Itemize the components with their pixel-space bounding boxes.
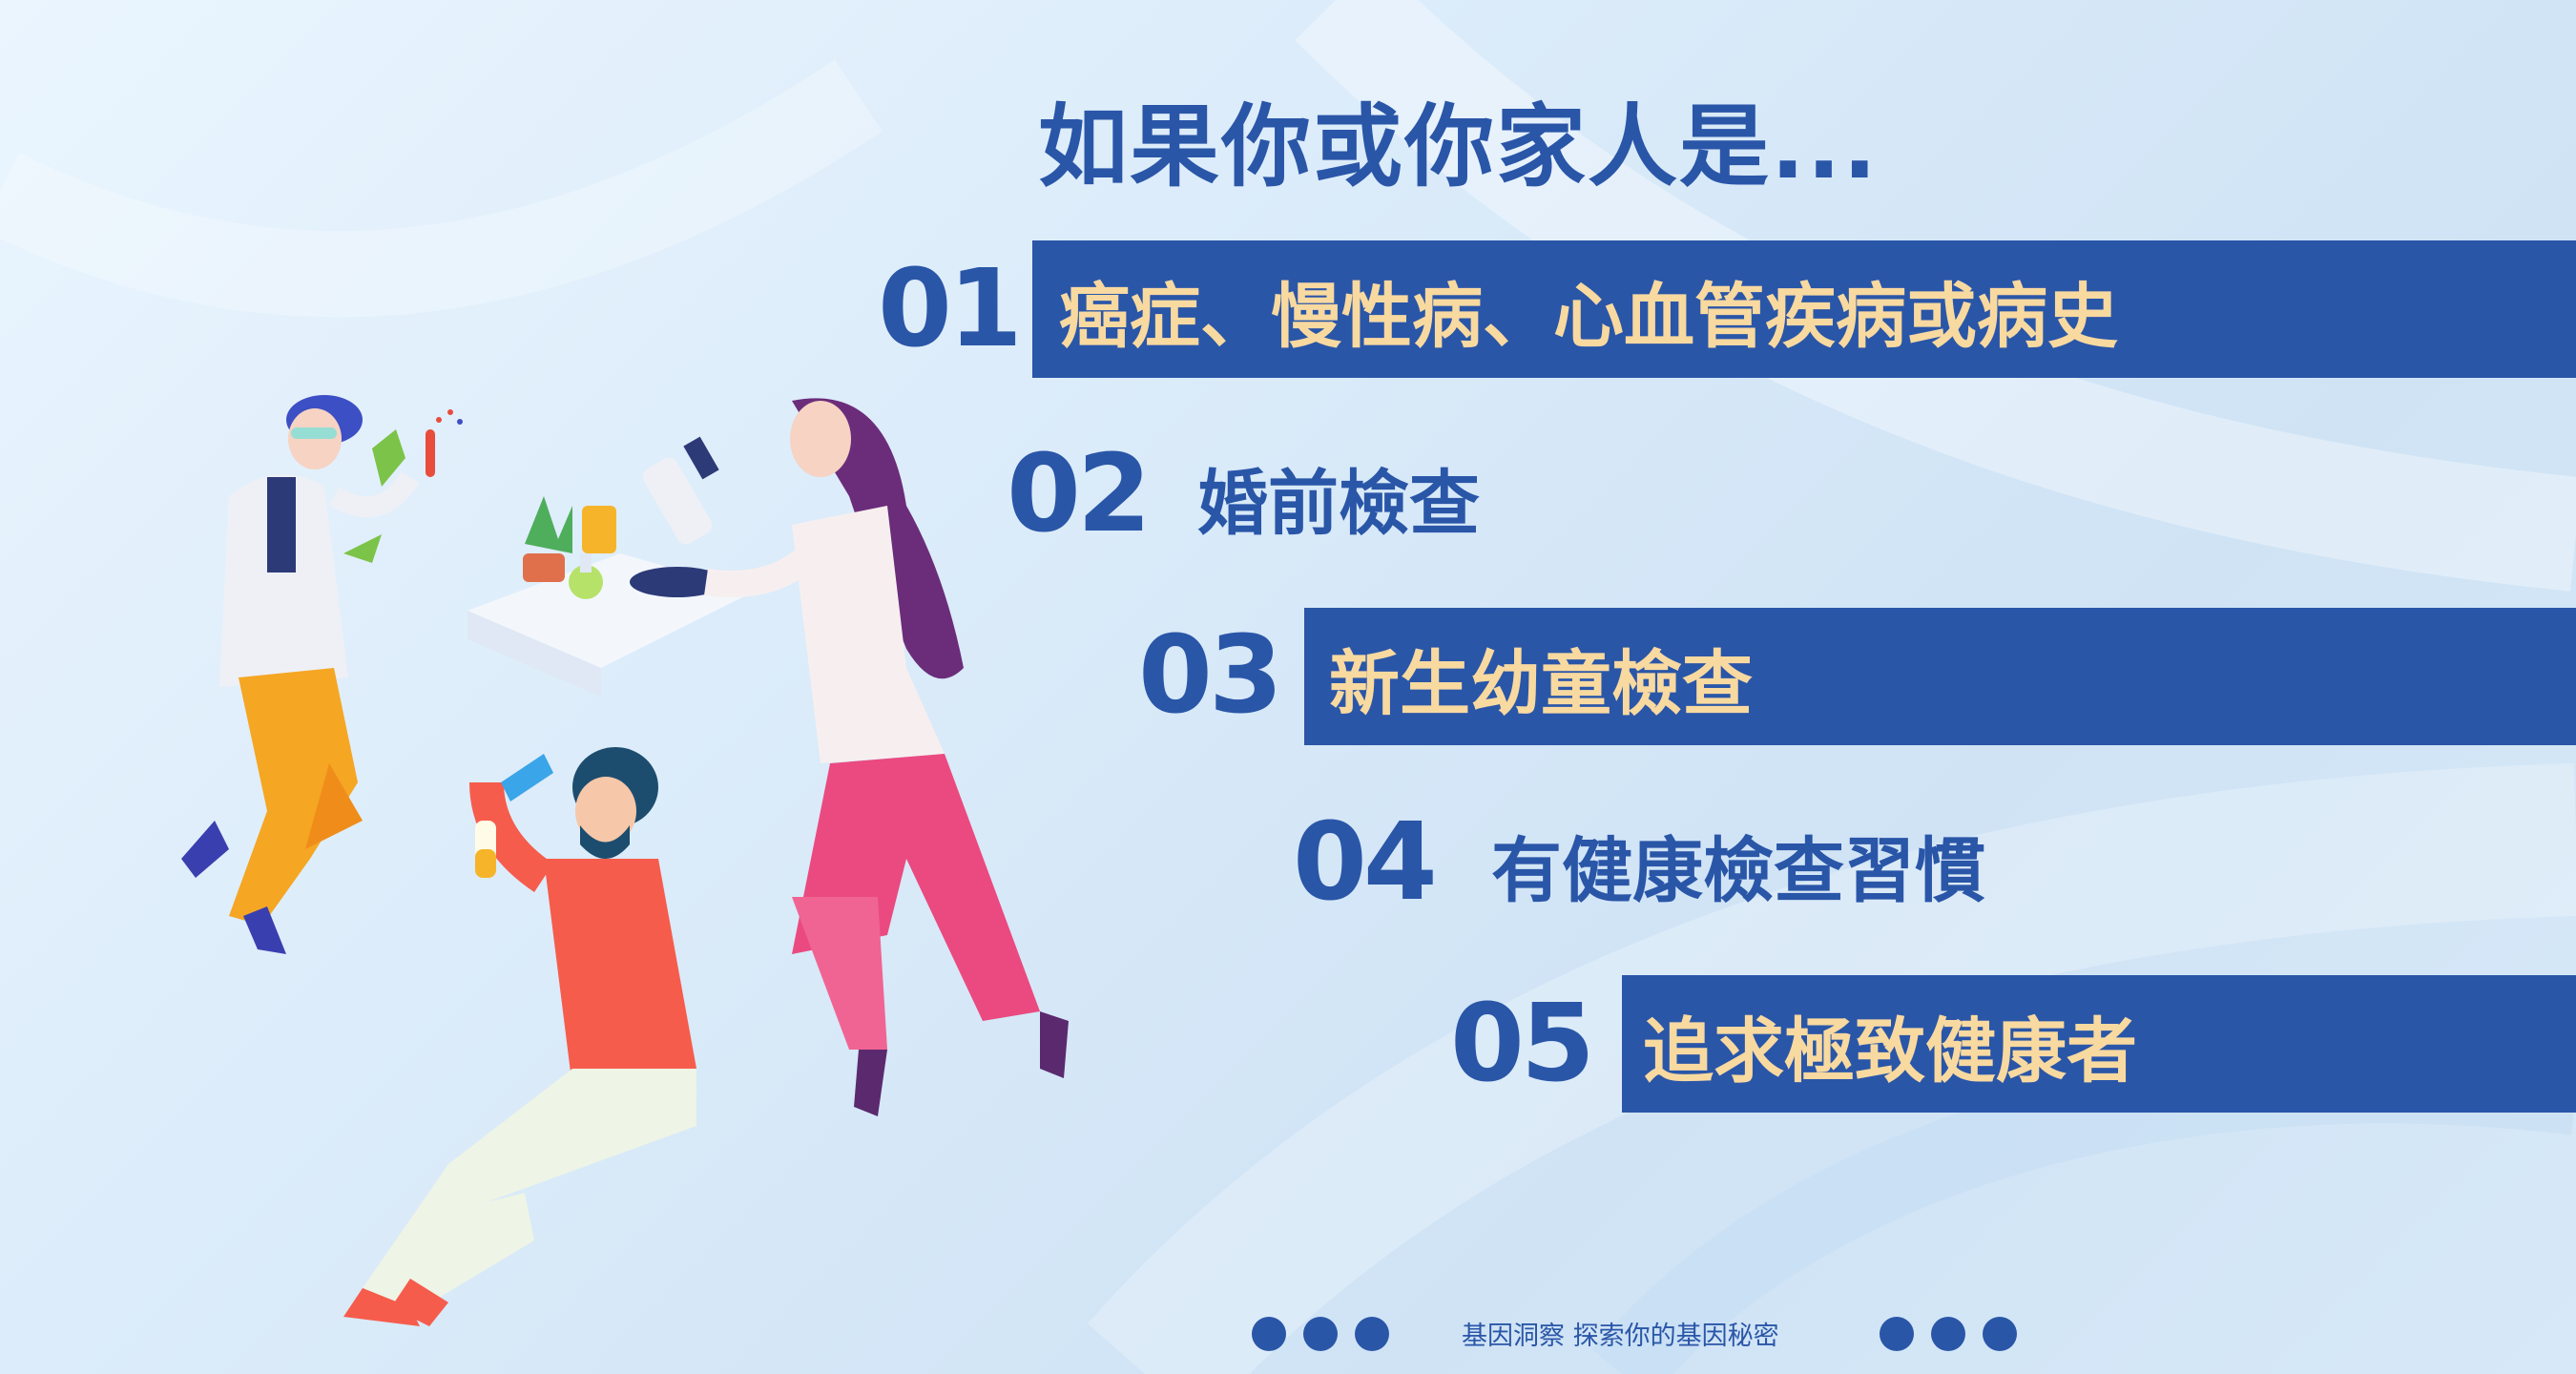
item-number-05: 05 (1450, 982, 1595, 1106)
footer-dot (1880, 1317, 1914, 1351)
footer-dot (1252, 1317, 1286, 1351)
item-number-03: 03 (1138, 614, 1283, 738)
item-number-04: 04 (1293, 801, 1438, 925)
highlight-bar-05 (1622, 975, 2576, 1113)
highlight-bar-01 (1032, 240, 2576, 378)
footer-dot (1983, 1317, 2017, 1351)
item-number-02: 02 (1007, 432, 1152, 556)
footer-dot (1931, 1317, 1965, 1351)
item-label-01: 癌症、慢性病、心血管疾病或病史 (1059, 276, 2118, 358)
footer-dot (1355, 1317, 1389, 1351)
item-label-04: 有健康檢查習慣 (1491, 830, 1985, 912)
scientist-left-figure (181, 395, 463, 954)
footer-dot (1303, 1317, 1338, 1351)
footer-dots-left (1252, 1317, 1389, 1351)
highlight-bar-03 (1304, 608, 2576, 745)
microscope-icon (630, 436, 725, 597)
item-label-02: 婚前檢查 (1197, 463, 1480, 545)
scientist-man-figure (343, 747, 696, 1326)
item-label-05: 追求極致健康者 (1643, 1010, 2137, 1093)
footer-text: 基因洞察 探索你的基因秘密 (1462, 1322, 1779, 1351)
scientist-woman-figure (704, 398, 1069, 1116)
footer-dots-right (1880, 1317, 2017, 1351)
page-title: 如果你或你家人是... (1038, 95, 1880, 199)
scientists-lab-illustration (181, 395, 1069, 1326)
item-number-01: 01 (878, 247, 1023, 371)
item-label-03: 新生幼童檢查 (1329, 643, 1753, 725)
